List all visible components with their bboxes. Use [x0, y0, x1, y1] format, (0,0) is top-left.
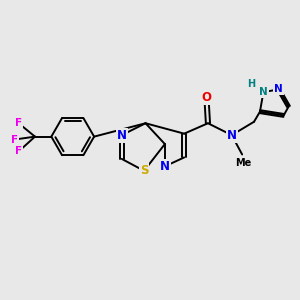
- Text: N: N: [227, 129, 237, 142]
- Text: F: F: [15, 118, 22, 128]
- Text: S: S: [140, 164, 148, 177]
- Text: N: N: [259, 87, 268, 97]
- Text: F: F: [15, 146, 22, 157]
- Text: N: N: [160, 160, 170, 173]
- Text: Me: Me: [236, 158, 252, 168]
- Text: F: F: [11, 135, 18, 145]
- Text: O: O: [202, 92, 212, 104]
- Text: N: N: [274, 84, 283, 94]
- Text: H: H: [247, 79, 255, 89]
- Text: N: N: [117, 129, 127, 142]
